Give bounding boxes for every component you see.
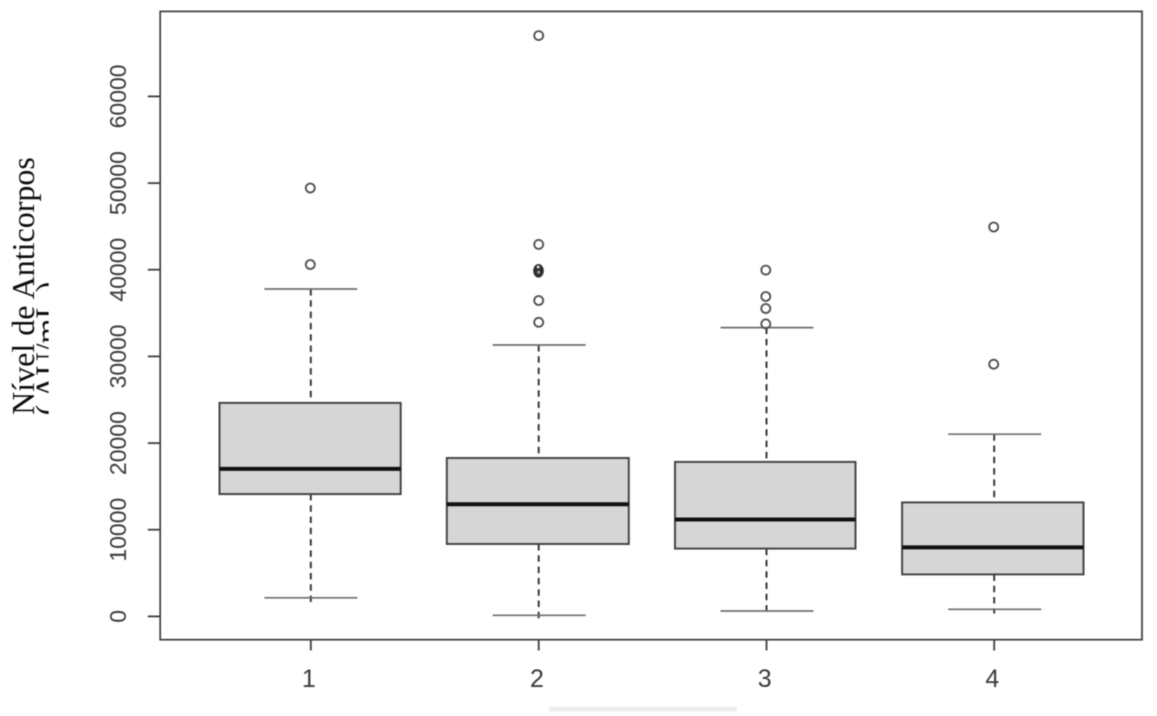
svg-text:40000: 40000: [105, 238, 131, 302]
svg-text:0: 0: [105, 610, 131, 623]
svg-text:4: 4: [985, 665, 999, 693]
svg-text:2: 2: [530, 665, 544, 693]
svg-text:50000: 50000: [105, 151, 131, 215]
svg-text:20000: 20000: [105, 411, 131, 475]
svg-text:1: 1: [302, 665, 316, 693]
svg-text:30000: 30000: [105, 324, 131, 388]
svg-text:60000: 60000: [105, 64, 131, 128]
svg-text:Nível de Anticorpos: Nível de Anticorpos: [5, 157, 41, 415]
svg-text:10000: 10000: [105, 498, 131, 562]
svg-text:3: 3: [758, 665, 772, 693]
